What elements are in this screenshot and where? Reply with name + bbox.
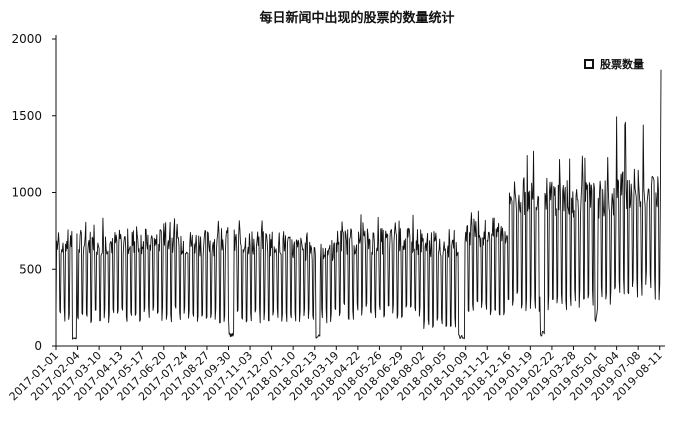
- y-tick-label: 0: [34, 339, 42, 353]
- y-tick-label: 1500: [11, 109, 42, 123]
- x-axis: 2017-01-012017-02-042017-03-102017-04-13…: [7, 345, 665, 403]
- legend-marker: [584, 59, 594, 69]
- legend: 股票数量: [584, 57, 644, 71]
- y-tick-label: 2000: [11, 32, 42, 46]
- plot-area: [55, 69, 662, 340]
- y-axis: 0 500 1000 1500 2000: [11, 32, 57, 353]
- series-line: [55, 69, 662, 340]
- y-tick-label: 500: [19, 262, 42, 276]
- legend-label: 股票数量: [600, 57, 644, 71]
- chart-title: 每日新闻中出现的股票的数量统计: [259, 10, 454, 26]
- y-tick-label: 1000: [11, 186, 42, 200]
